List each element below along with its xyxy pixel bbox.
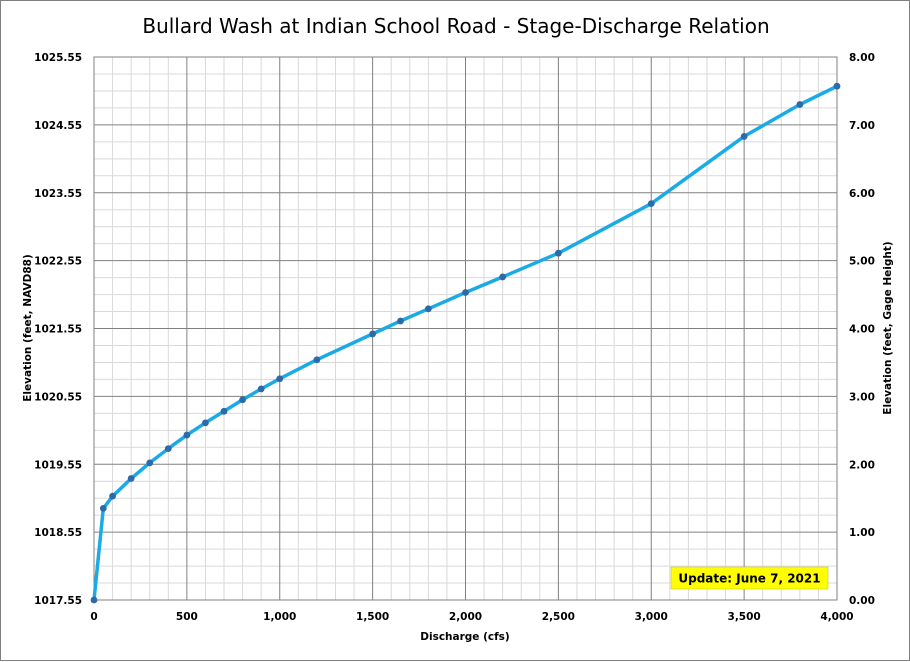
data-point xyxy=(796,101,804,108)
data-point xyxy=(397,317,404,325)
data-point xyxy=(164,445,172,453)
x-tick-label: 4,000 xyxy=(820,611,853,623)
update-badge-box xyxy=(670,566,829,590)
data-point xyxy=(146,459,154,467)
data-point xyxy=(647,200,655,208)
y-left-tick-label: 1019.55 xyxy=(34,459,82,471)
data-point xyxy=(90,596,98,604)
data-point xyxy=(239,396,247,404)
x-tick-label: 2,000 xyxy=(449,611,482,623)
y-right-tick-label: 7.00 xyxy=(849,120,875,132)
y-right-tick-label: 6.00 xyxy=(849,188,875,200)
series-layer xyxy=(90,82,841,604)
data-point xyxy=(276,375,284,383)
x-tick-label: 500 xyxy=(176,611,198,623)
data-point xyxy=(127,475,135,482)
y-right-tick-label: 4.00 xyxy=(849,324,875,336)
chart-title: Bullard Wash at Indian School Road - Sta… xyxy=(142,14,769,38)
x-tick-label: 1,500 xyxy=(356,611,389,623)
y-left-tick-label: 1023.55 xyxy=(34,188,82,200)
y-left-tick-label: 1018.55 xyxy=(34,527,82,539)
y-left-tick-labels: 1017.55 1018.55 1019.55 1020.55 1021.55 1022.… xyxy=(34,52,82,607)
y-left-tick-label: 1017.55 xyxy=(34,595,82,607)
y-right-tick-label: 0.00 xyxy=(849,595,875,607)
data-point xyxy=(369,330,377,338)
x-tick-label: 0 xyxy=(90,611,97,623)
y-left-axis-label: Elevation (feet, NAVD88) xyxy=(22,254,34,402)
data-point xyxy=(424,305,432,313)
x-tick-labels: 0 500 1,000 1,500 2,000 2,500 3,000 3,500 4,000 xyxy=(90,611,853,623)
x-tick-label: 1,000 xyxy=(263,611,296,623)
grid-major xyxy=(94,57,837,600)
x-axis-label: Discharge (cfs) xyxy=(420,631,509,643)
y-left-tick-label: 1020.55 xyxy=(34,391,82,403)
y-right-tick-label: 3.00 xyxy=(849,391,875,403)
y-right-tick-label: 8.00 xyxy=(849,52,875,64)
y-left-tick-label: 1024.55 xyxy=(34,120,82,132)
data-point xyxy=(202,419,209,427)
data-point xyxy=(554,249,562,257)
y-left-tick-label: 1025.55 xyxy=(34,52,82,64)
y-right-tick-labels: 0.00 1.00 2.00 3.00 4.00 5.00 6.00 7.00 8.00 xyxy=(849,52,875,607)
data-point xyxy=(220,407,228,415)
data-point xyxy=(313,356,321,364)
data-point xyxy=(499,273,507,281)
y-left-tick-label: 1021.55 xyxy=(34,324,82,336)
y-right-tick-label: 1.00 xyxy=(849,527,875,539)
y-left-tick-label: 1022.55 xyxy=(34,256,82,268)
data-point xyxy=(109,492,116,500)
data-point xyxy=(462,289,469,296)
update-badge: Update: June 7, 2021 xyxy=(670,566,829,590)
data-point xyxy=(257,385,265,393)
y-right-tick-label: 5.00 xyxy=(849,256,875,268)
x-tick-label: 2,500 xyxy=(542,611,575,623)
data-point xyxy=(99,504,107,512)
data-point xyxy=(833,82,841,90)
data-point xyxy=(740,133,748,140)
plot-area xyxy=(93,56,838,601)
y-right-tick-label: 2.00 xyxy=(849,459,875,471)
update-badge-text: Update: June 7, 2021 xyxy=(678,572,820,586)
y-right-axis-label: Elevation (feet, Gage Height) xyxy=(882,241,894,414)
x-tick-label: 3,000 xyxy=(635,611,668,623)
data-point xyxy=(183,431,191,439)
x-tick-label: 3,500 xyxy=(728,611,761,623)
